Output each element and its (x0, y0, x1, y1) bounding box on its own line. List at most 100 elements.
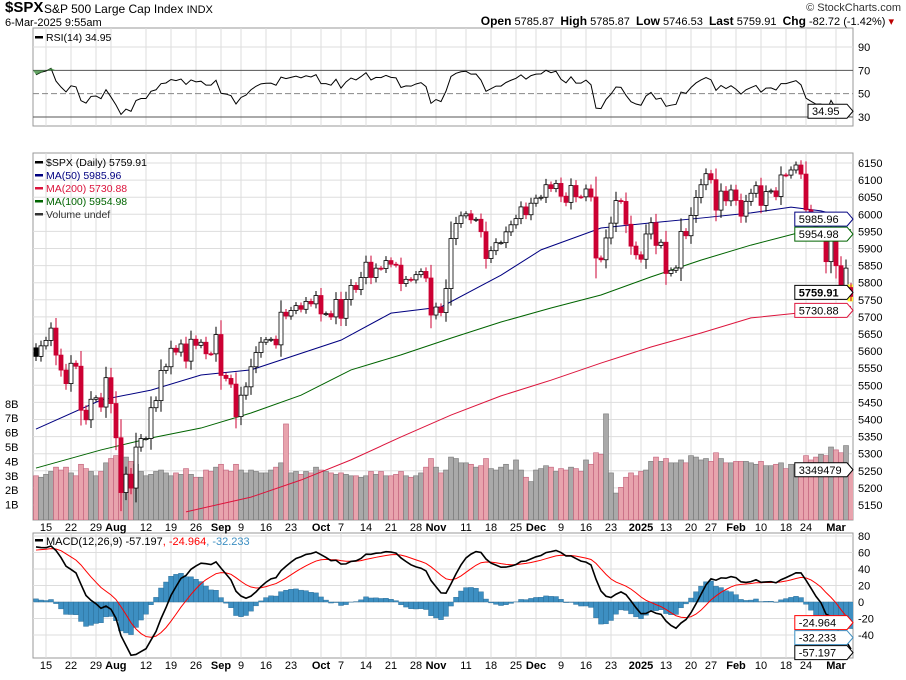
macd-histogram-bar (278, 591, 284, 603)
candle (148, 396, 154, 450)
volume-bar (388, 475, 394, 520)
candle-body (323, 313, 329, 316)
macd-histogram-bar (418, 601, 424, 609)
macd-histogram-bar (673, 601, 679, 615)
volume-bar (298, 474, 304, 520)
candle-body (273, 338, 279, 346)
candle (413, 271, 419, 284)
candle (113, 391, 119, 451)
volume-bar (663, 458, 669, 520)
volume-bar (323, 471, 329, 520)
macd-histogram-bar (163, 581, 169, 603)
candle (578, 194, 584, 199)
price-tick-label: 5500 (858, 380, 882, 392)
candle (563, 192, 569, 207)
macd-histogram-bar (358, 599, 364, 603)
candle-body (803, 173, 809, 211)
candle (558, 177, 564, 203)
candle-body (93, 397, 99, 400)
candle (693, 190, 699, 223)
candle (783, 172, 789, 178)
candle (753, 181, 759, 198)
candle (203, 336, 209, 360)
candle-body (318, 295, 324, 315)
volume-bar (343, 474, 349, 520)
macd-histogram-bar (593, 601, 599, 619)
macd-histogram-bar (483, 598, 489, 603)
candle-body (288, 310, 294, 317)
volume-bar (293, 471, 299, 520)
candle (488, 246, 494, 263)
macd-histogram-bar (508, 601, 514, 604)
candle-body (628, 223, 634, 247)
macd-histogram-bar (263, 597, 269, 603)
macd-histogram-bar (388, 599, 394, 603)
candle-body (88, 398, 94, 421)
macd-histogram-bar (663, 601, 669, 614)
candle (313, 290, 319, 309)
candle-body (618, 200, 624, 203)
candle-body (158, 370, 164, 402)
x-tick-label: 2025 (629, 522, 653, 534)
x-tick-label: 9 (238, 522, 244, 534)
volume-bar (318, 469, 324, 520)
low-label: Low (635, 14, 660, 28)
candle-body (423, 271, 429, 279)
macd-histogram-bar (528, 598, 534, 603)
volume-bar (173, 472, 179, 520)
volume-bar (478, 465, 484, 520)
candle-body (678, 231, 684, 269)
macd-legend-part: MACD(12,26,9) -57.197 (46, 536, 163, 548)
macd-histogram-bar (233, 601, 239, 616)
volume-bar (643, 469, 649, 520)
macd-histogram-bar (783, 598, 789, 603)
macd-histogram-value-tag: -32.233 (794, 630, 854, 646)
candle (538, 194, 544, 201)
candle-body (773, 190, 779, 197)
x-tick-label: 19 (165, 522, 177, 534)
volume-bar (428, 458, 434, 520)
candle (158, 359, 164, 412)
x-tick-label: 2025 (629, 660, 653, 672)
value-tag-box (807, 103, 854, 119)
candle (773, 187, 779, 201)
candle (173, 345, 179, 356)
macd-histogram-bar (503, 601, 509, 605)
candle-body (713, 179, 719, 211)
macd-histogram-bar (158, 587, 164, 603)
price-tick-label: 6050 (858, 192, 882, 204)
candle (418, 268, 424, 278)
candle-body (728, 189, 734, 202)
candle-body (698, 184, 704, 198)
macd-histogram-bar (253, 601, 259, 607)
volume-bar (488, 468, 494, 520)
volume-bar (683, 462, 689, 520)
x-tick-label: 23 (285, 660, 297, 672)
value-tag-box (794, 226, 854, 242)
stockcharts-credit[interactable]: © StockCharts.com (806, 2, 901, 14)
volume-bar (143, 475, 149, 520)
volume-bar (733, 461, 739, 520)
volume-bar (778, 462, 784, 520)
volume-bar (573, 468, 579, 520)
volume-bar (848, 470, 853, 520)
volume-bar (728, 462, 734, 520)
candle-body (38, 345, 44, 357)
x-tick-label: 9 (558, 522, 564, 534)
volume-bar (528, 481, 534, 520)
macd-legend-part: , -32.233 (206, 536, 249, 548)
macd-legend: MACD(12,26,9) -57.197, -24.964, -32.233 (46, 536, 250, 548)
candle-body (348, 285, 354, 300)
macd-histogram-bar (148, 601, 154, 605)
ma50-line (35, 206, 852, 430)
value-tag-text: 5759.91 (799, 287, 839, 299)
volume-bar (603, 413, 609, 520)
volume-bar (348, 475, 354, 520)
security-name: S&P 500 Large Cap Index INDX (44, 2, 213, 16)
volume-bar (198, 476, 204, 520)
macd-tick-label: -20 (858, 614, 874, 626)
candle (253, 346, 259, 374)
ma100-line (35, 229, 852, 469)
macd-histogram-bar (333, 601, 339, 603)
